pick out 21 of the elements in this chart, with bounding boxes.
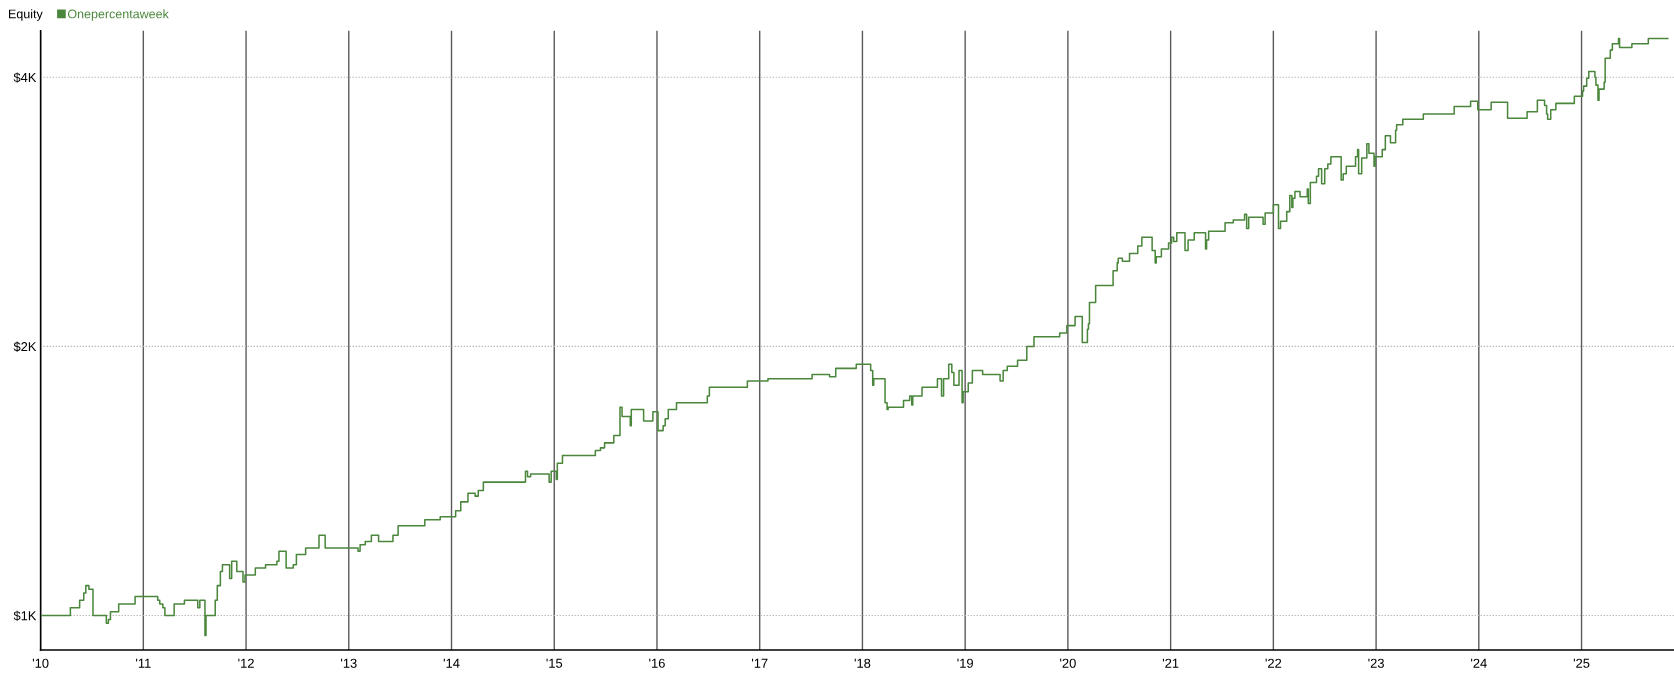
x-tick-label: '20	[1060, 658, 1076, 668]
chart-title: Equity	[9, 9, 43, 21]
y-tick-label: $2K	[13, 341, 37, 352]
x-tick-label: '14	[443, 658, 460, 668]
x-tick-label: '18	[854, 658, 871, 668]
x-tick-label: '19	[957, 658, 973, 668]
x-tick-label: '11	[136, 658, 151, 668]
x-tick-label: '21	[1162, 658, 1179, 668]
x-tick-label: '16	[649, 658, 665, 668]
y-tick-label: $4K	[13, 72, 37, 83]
x-tick-label: '25	[1573, 658, 1590, 668]
x-tick-label: '13	[341, 658, 357, 668]
x-tick-label: '22	[1265, 658, 1282, 668]
x-tick-label: '12	[238, 658, 254, 668]
legend-label: Onepercentaweek	[67, 9, 169, 21]
x-tick-label: '24	[1471, 658, 1487, 668]
x-tick-label: '15	[546, 658, 563, 668]
x-tick-label: '23	[1368, 658, 1384, 668]
x-tick-label: '10	[32, 658, 49, 668]
x-tick-label: '17	[751, 658, 768, 668]
y-tick-label: $1K	[13, 610, 37, 622]
